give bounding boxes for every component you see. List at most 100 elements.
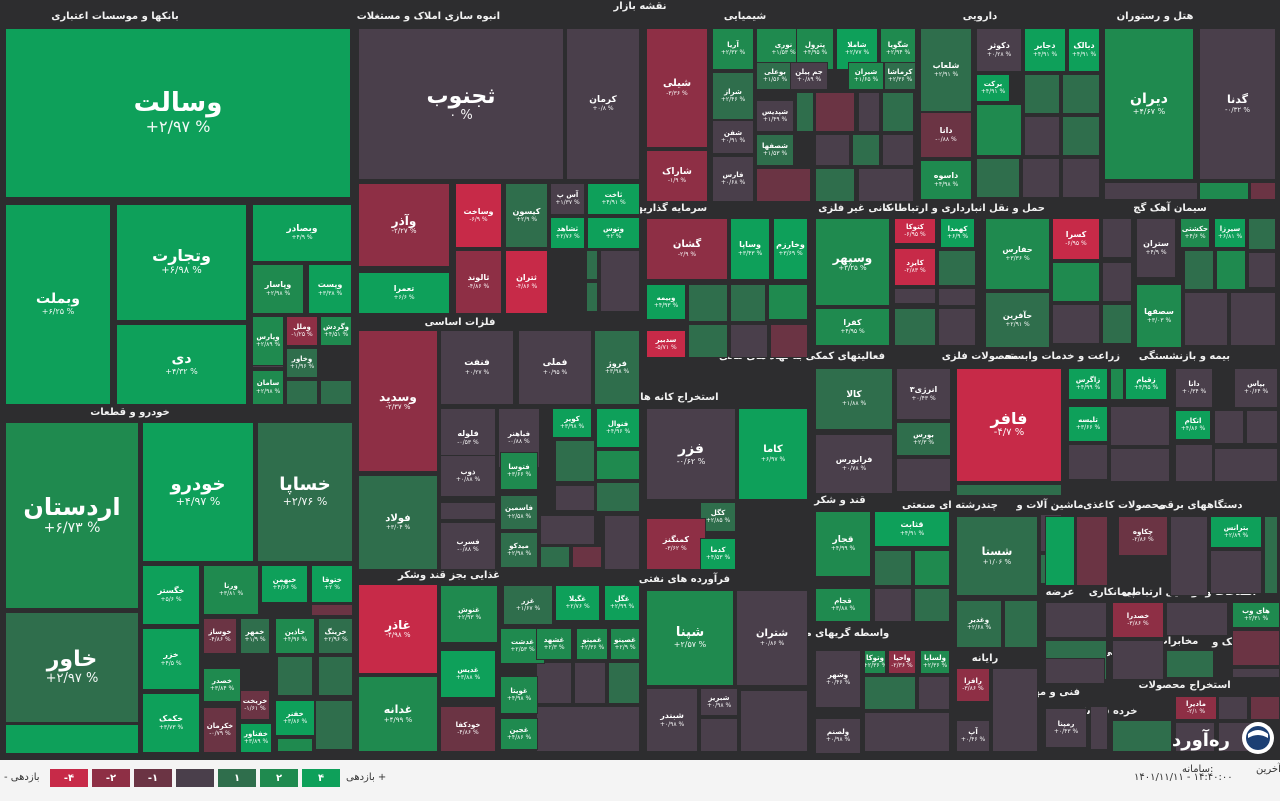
stock-tile[interactable]: فتوسا +۳/۶۶ % — [500, 452, 538, 490]
stock-tile[interactable]: دانا -۰/۸۸ % — [920, 112, 972, 158]
stock-tile-small[interactable] — [1090, 706, 1108, 750]
stock-tile[interactable]: خگستر +۵/۶ % — [142, 565, 200, 625]
stock-tile[interactable]: قجار +۴/۹۹ % — [815, 511, 871, 577]
stock-tile[interactable]: کمنگنز -۳/۶۲ % — [646, 518, 706, 570]
stock-tile-small[interactable] — [1170, 516, 1208, 596]
stock-tile[interactable]: برکت +۴/۹۱ % — [976, 74, 1010, 102]
stock-tile[interactable]: مادیرا -۲/۱ % — [1175, 696, 1217, 720]
stock-tile[interactable]: کهمدا +۶/۹ % — [940, 218, 975, 248]
stock-tile-small[interactable] — [740, 690, 808, 752]
stock-tile-small[interactable] — [1216, 250, 1246, 290]
stock-tile[interactable]: اتکام +۴/۸۶ % — [1175, 410, 1211, 440]
stock-tile[interactable]: کسرا -۶/۹۵ % — [1052, 218, 1100, 260]
stock-tile[interactable]: گشان -۲/۹ % — [646, 218, 728, 280]
stock-tile[interactable]: ذوب +۰/۸۸ % — [440, 455, 496, 497]
stock-tile[interactable]: غگیلا +۲/۷۶ % — [555, 585, 600, 621]
stock-tile-small[interactable] — [730, 324, 768, 358]
stock-tile-small[interactable] — [815, 134, 850, 166]
stock-tile[interactable]: خبهمن +۴/۶۶ % — [261, 565, 308, 603]
stock-tile-small[interactable] — [858, 92, 880, 132]
stock-tile[interactable]: کرماشا +۲/۳۶ % — [884, 62, 916, 90]
stock-tile[interactable]: خودرو +۴/۹۷ % — [142, 422, 254, 562]
stock-tile[interactable]: وساپا +۳/۴۳ % — [730, 218, 770, 280]
stock-tile-small[interactable] — [1264, 516, 1278, 594]
stock-tile[interactable]: خصدر +۳/۸۴ % — [203, 668, 241, 702]
stock-tile-small[interactable] — [277, 656, 313, 696]
stock-tile[interactable]: فروژ +۳/۹۸ % — [594, 330, 640, 405]
stock-tile[interactable]: خاور +۲/۹۷ % — [5, 612, 139, 723]
stock-tile[interactable]: وبیمه +۴/۹۳ % — [646, 284, 686, 320]
stock-tile-small[interactable] — [1110, 448, 1170, 482]
stock-tile[interactable]: بپاس +۰/۶۴ % — [1234, 368, 1278, 408]
stock-tile-small[interactable] — [1045, 658, 1105, 684]
stock-tile-small[interactable] — [688, 284, 728, 322]
stock-tile[interactable]: شتران +۰/۸۶ % — [736, 590, 808, 686]
stock-tile[interactable]: کگل +۲/۸۵ % — [700, 502, 736, 532]
stock-tile[interactable]: ولصنم +۰/۹۸ % — [815, 718, 861, 754]
stock-tile-small[interactable] — [1062, 116, 1100, 156]
stock-tile[interactable]: آس پ +۱/۳۷ % — [550, 183, 585, 215]
stock-tile[interactable]: دبالک +۴/۹۱ % — [1068, 28, 1100, 72]
stock-tile-small[interactable] — [894, 308, 936, 346]
stock-tile[interactable]: خکمک +۳/۷۳ % — [142, 693, 200, 753]
stock-tile[interactable]: کدما +۴/۵۳ % — [700, 538, 736, 570]
stock-tile[interactable]: جم پیلن +۰/۸۹ % — [790, 62, 828, 90]
stock-tile[interactable]: وبملت +۶/۲۵ % — [5, 204, 111, 405]
stock-tile[interactable]: شلعاب +۲/۹۱ % — [920, 28, 972, 112]
stock-tile[interactable]: ثتران -۴/۸۶ % — [505, 250, 548, 314]
stock-tile[interactable]: وبصادر +۴/۹ % — [252, 204, 352, 262]
stock-tile[interactable]: اردستان +۶/۷۳ % — [5, 422, 139, 609]
stock-tile[interactable]: خرینگ +۲/۹۶ % — [318, 618, 353, 654]
stock-tile[interactable]: کایزد -۲/۸۳ % — [894, 248, 936, 286]
stock-tile[interactable]: ثجنوب ۰ % — [358, 28, 564, 180]
stock-tile-small[interactable] — [536, 662, 572, 704]
stock-tile[interactable]: خاذین +۴/۹۶ % — [275, 618, 315, 654]
stock-tile-small[interactable] — [586, 282, 598, 312]
stock-tile[interactable]: خصدرا -۳/۸۶ % — [1112, 602, 1164, 638]
stock-tile[interactable]: حکشتی +۴/۶ % — [1180, 218, 1210, 248]
stock-tile-small[interactable] — [540, 546, 570, 568]
stock-tile-small[interactable] — [864, 712, 950, 752]
stock-tile-small[interactable] — [896, 458, 951, 492]
stock-tile[interactable]: شفن +۰/۹۱ % — [712, 120, 754, 154]
stock-tile[interactable]: وشهر +۰/۴۶ % — [815, 650, 861, 708]
stock-tile[interactable]: وآذر -۲/۲۷ % — [358, 183, 450, 267]
stock-tile[interactable]: وخارزم +۳/۶۹ % — [773, 218, 808, 280]
stock-tile[interactable]: حفارس +۳/۳۶ % — [985, 218, 1050, 290]
stock-tile-small[interactable] — [1175, 444, 1213, 482]
stock-tile-small[interactable] — [540, 515, 595, 545]
stock-tile-small[interactable] — [1062, 74, 1100, 114]
stock-tile-small[interactable] — [286, 380, 318, 405]
stock-tile[interactable]: وملل -۱/۲۵ % — [286, 316, 318, 346]
stock-tile[interactable]: وغدیر +۲/۶۸ % — [956, 600, 1002, 648]
stock-tile-small[interactable] — [1184, 292, 1228, 346]
stock-tile-small[interactable] — [596, 450, 640, 480]
stock-tile-small[interactable] — [938, 308, 976, 346]
stock-tile[interactable]: غمینو +۲/۳۶ % — [576, 628, 608, 660]
stock-tile[interactable]: خفنر +۳/۸۶ % — [275, 700, 315, 736]
stock-tile-small[interactable] — [1232, 630, 1280, 666]
stock-tile[interactable]: وتوس +۲ % — [587, 217, 640, 249]
stock-tile[interactable]: شیلی -۳/۳۶ % — [646, 28, 708, 148]
stock-tile-small[interactable] — [1248, 252, 1276, 288]
stock-tile[interactable]: غجین +۴/۸۶ % — [500, 718, 538, 750]
stock-tile-small[interactable] — [852, 134, 880, 166]
stock-tile[interactable]: میدکو +۲/۹۸ % — [500, 532, 538, 568]
stock-tile[interactable]: خوساز -۴/۸۶ % — [203, 618, 237, 654]
stock-tile[interactable]: رمپنا +۰/۴۳ % — [1045, 708, 1087, 748]
stock-tile-small[interactable] — [756, 168, 811, 202]
stock-tile-small[interactable] — [1068, 444, 1108, 480]
stock-tile[interactable]: چکاوه -۲/۸۶ % — [1118, 516, 1168, 556]
stock-tile[interactable]: زاگرس +۴/۹۹ % — [1068, 368, 1108, 400]
stock-tile-small[interactable] — [315, 700, 353, 750]
stock-tile[interactable]: شاراک -۱/۹ % — [646, 150, 708, 202]
stock-tile[interactable]: کاما +۶/۹۷ % — [738, 408, 808, 500]
stock-tile[interactable]: وتوکا +۲/۳۶ % — [864, 650, 886, 674]
stock-tile[interactable]: شپدیس +۱/۴۹ % — [756, 100, 794, 132]
stock-tile-small[interactable] — [1045, 516, 1075, 586]
stock-tile[interactable]: فرابورس +۰/۷۸ % — [815, 434, 893, 494]
stock-tile-small[interactable] — [1052, 262, 1100, 302]
stock-tile-small[interactable] — [688, 324, 728, 358]
stock-tile[interactable]: کویر +۳/۹۸ % — [552, 408, 592, 438]
stock-tile[interactable]: وخاور +۱/۹۶ % — [286, 348, 318, 378]
